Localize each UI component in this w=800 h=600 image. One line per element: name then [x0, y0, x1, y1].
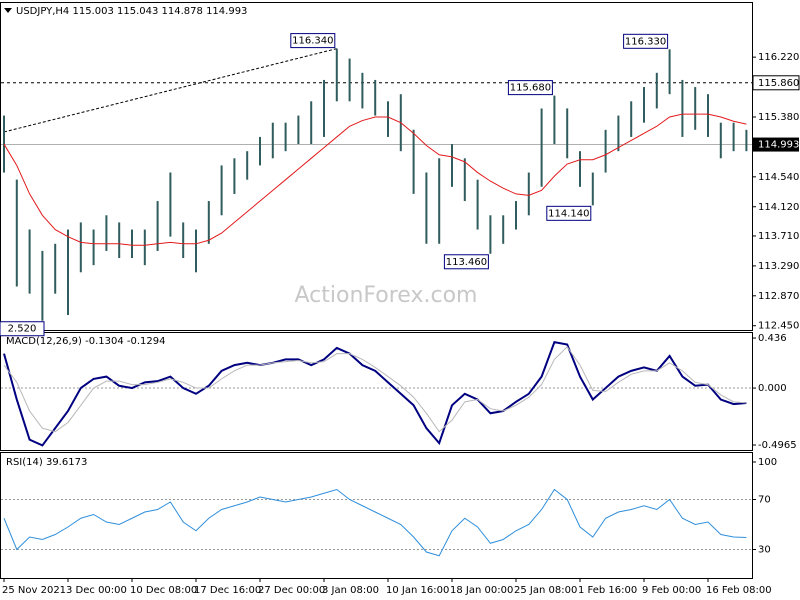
annotation-label: 114.140 [548, 208, 589, 219]
x-tick-label: 18 Jan 00:00 [450, 585, 513, 596]
annotation-label: 116.330 [625, 36, 666, 47]
y-tick-label: 100 [758, 457, 777, 468]
x-tick-label: 25 Nov 2021 [2, 585, 66, 596]
annotation-box [0, 321, 45, 337]
indicator-line [3, 345, 747, 433]
annotation-box [290, 33, 336, 49]
y-tick-label: 70 [758, 495, 771, 506]
x-tick-label: 17 Dec 16:00 [194, 585, 261, 596]
x-tick-label: 16 Feb 08:00 [706, 585, 772, 596]
watermark: ActionForex.com [295, 283, 478, 308]
x-tick-label: 10 Dec 08:00 [130, 585, 197, 596]
x-tick-label: 9 Feb 00:00 [642, 585, 701, 596]
y-tick-label: 116.220 [758, 52, 799, 63]
y-tick-label: 30 [758, 545, 771, 556]
price-panel [0, 2, 753, 331]
y-tick-label: 112.450 [758, 321, 799, 332]
y-tick-label: -0.4965 [758, 440, 797, 451]
indicator-line [3, 341, 747, 447]
annotation-box [546, 205, 592, 221]
last-price-box [753, 137, 799, 152]
annotation-box [443, 254, 489, 270]
rsi-title: RSI(14) 39.6173 [6, 457, 87, 468]
annotation-box [623, 33, 669, 49]
x-tick-label: 3 Jan 08:00 [322, 585, 379, 596]
x-tick-label: 27 Dec 00:00 [258, 585, 325, 596]
annotation-label: 115.680 [510, 83, 551, 94]
y-tick-label: 0.436 [758, 333, 787, 344]
macd-title: MACD(12,26,9) -0.1304 -0.1294 [6, 336, 166, 347]
annotation-label: 113.460 [446, 257, 487, 268]
level-label-box [752, 75, 800, 91]
annotation-label: 116.340 [292, 36, 333, 47]
price-title: USDJPY,H4 115.003 115.043 114.878 114.99… [16, 6, 247, 17]
rsi-panel [0, 452, 753, 579]
y-tick-label: 115.380 [758, 112, 799, 123]
y-tick-label: 114.120 [758, 202, 799, 213]
x-tick-label: 10 Jan 16:00 [386, 585, 449, 596]
y-tick-label: 113.710 [758, 231, 799, 242]
macd-panel [0, 332, 753, 451]
x-tick-label: 25 Jan 08:00 [514, 585, 577, 596]
annotation-box [507, 80, 553, 96]
level-label: 115.860 [758, 78, 799, 89]
y-tick-label: 0.000 [758, 383, 787, 394]
x-tick-label: 1 Feb 16:00 [578, 585, 637, 596]
y-tick-label: 113.290 [758, 261, 799, 272]
y-tick-label: 112.870 [758, 291, 799, 302]
x-tick-label: 3 Dec 00:00 [66, 585, 127, 596]
trend-line [3, 48, 337, 133]
indicator-line [3, 488, 747, 557]
moving-average [3, 113, 747, 246]
y-tick-label: 114.540 [758, 172, 799, 183]
dropdown-icon [4, 8, 12, 13]
annotation-label: 2.520 [8, 324, 37, 335]
last-price-label: 114.993 [758, 140, 799, 151]
